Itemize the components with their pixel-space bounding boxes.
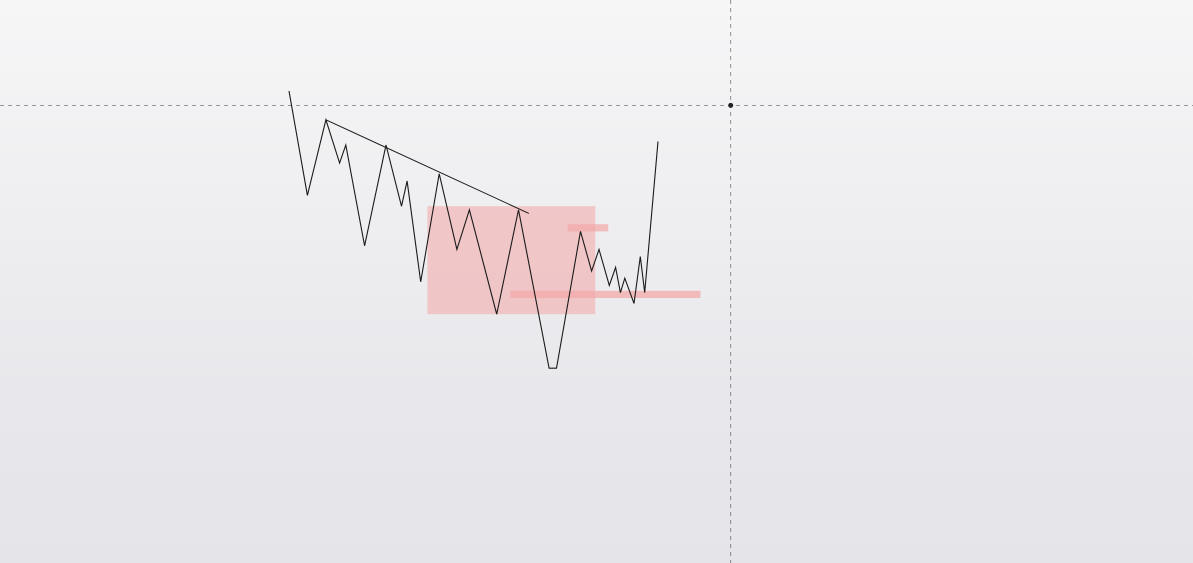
price-point-16 (549, 368, 550, 369)
price-point-26 (640, 256, 641, 257)
descending-trendline (325, 119, 530, 214)
price-point-2 (307, 195, 308, 196)
price-line-1 (288, 90, 659, 369)
price-point-1 (288, 90, 289, 91)
price-point-6 (364, 245, 365, 246)
price-point-15 (518, 209, 519, 210)
price-point-23 (620, 292, 621, 293)
price-point-28 (657, 141, 658, 142)
price-point-12 (456, 249, 457, 250)
price-point-21 (609, 285, 610, 286)
price-point-25 (633, 303, 634, 304)
price-line-group (288, 90, 659, 369)
price-point-19 (591, 270, 592, 271)
trendline-group (325, 119, 530, 214)
price-point-14 (496, 314, 497, 315)
crosshair-center-dot (728, 102, 734, 108)
price-point-8 (401, 206, 402, 207)
price-point-27 (644, 292, 645, 293)
price-point-11 (439, 173, 440, 174)
price-point-20 (598, 249, 599, 250)
price-point-18 (580, 231, 581, 232)
price-point-4 (339, 162, 340, 163)
supply-zone-3 (510, 290, 701, 298)
price-point-22 (615, 267, 616, 268)
supply-zone-2 (567, 224, 609, 232)
price-point-13 (469, 209, 470, 210)
supply-zones (427, 206, 701, 315)
price-point-5 (345, 144, 346, 145)
price-point-17 (556, 368, 557, 369)
price-point-3 (325, 119, 326, 120)
price-point-24 (624, 278, 625, 279)
price-point-7 (385, 144, 386, 145)
price-point-10 (420, 281, 421, 282)
price-point-9 (406, 180, 407, 181)
